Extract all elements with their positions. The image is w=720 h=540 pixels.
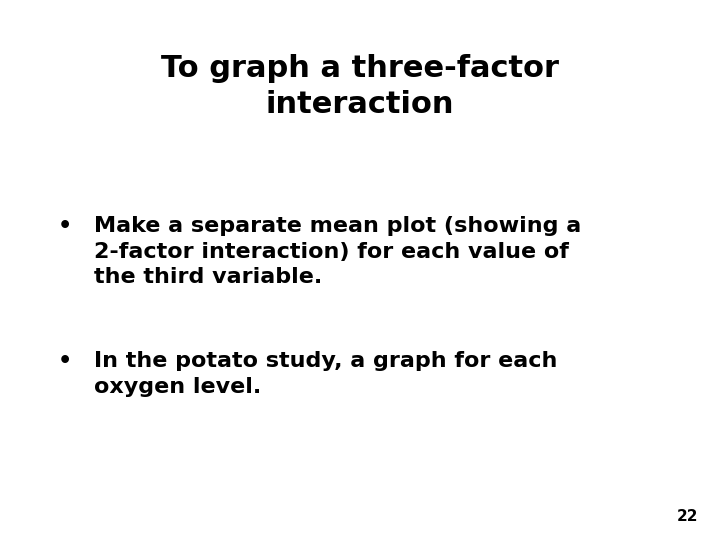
Text: •: • (58, 216, 72, 236)
Text: •: • (58, 351, 72, 371)
Text: Make a separate mean plot (showing a
2-factor interaction) for each value of
the: Make a separate mean plot (showing a 2-f… (94, 216, 581, 287)
Text: To graph a three-factor
interaction: To graph a three-factor interaction (161, 54, 559, 119)
Text: In the potato study, a graph for each
oxygen level.: In the potato study, a graph for each ox… (94, 351, 557, 396)
Text: 22: 22 (677, 509, 698, 524)
